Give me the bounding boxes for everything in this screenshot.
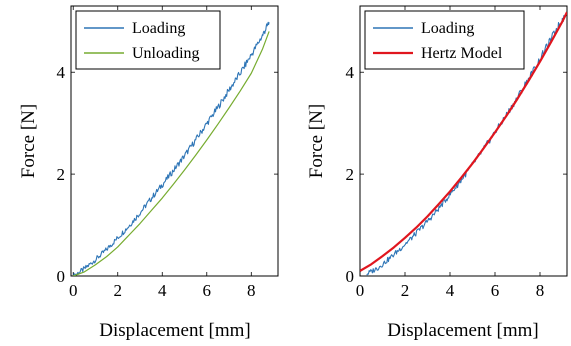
series-group <box>360 11 567 276</box>
y-tick-label: 0 <box>346 267 355 286</box>
legend: Loading Unloading <box>75 10 221 70</box>
plot-area-frame <box>70 5 279 277</box>
x-tick-label: 0 <box>356 281 365 300</box>
y-tick-label: 2 <box>57 165 66 184</box>
series-line-loading <box>73 21 270 276</box>
legend: Loading Hertz Model <box>364 10 525 70</box>
legend-box <box>75 10 221 70</box>
legend-label: Loading <box>421 20 474 37</box>
x-tick-label: 4 <box>446 281 455 300</box>
y-axis-label: Force [N] <box>306 104 327 178</box>
x-tick-label: 8 <box>536 281 545 300</box>
legend-label: Hertz Model <box>421 45 503 62</box>
y-tick-label: 0 <box>57 267 66 286</box>
y-axis-label: Force [N] <box>18 104 39 178</box>
plot-area-frame <box>359 5 568 277</box>
x-axis-label: Displacement [mm] <box>387 320 538 341</box>
x-axis-label: Displacement [mm] <box>99 320 250 341</box>
y-tick-label: 4 <box>346 63 355 82</box>
legend-box <box>364 10 525 70</box>
x-tick-label: 8 <box>247 281 256 300</box>
x-tick-label: 0 <box>69 281 78 300</box>
legend-label: Unloading <box>132 45 200 62</box>
x-tick-label: 4 <box>158 281 167 300</box>
x-tick-label: 6 <box>491 281 500 300</box>
left-panel: 0 2 4 6 8 0 2 4 Displacement [mm] Force [N] Loadin… <box>18 5 279 341</box>
x-tick-label: 2 <box>401 281 410 300</box>
series-line-unloading <box>73 31 270 276</box>
series-group <box>73 21 270 276</box>
y-tick-label: 4 <box>57 63 66 82</box>
x-tick-label: 6 <box>203 281 212 300</box>
x-tick-label: 2 <box>113 281 122 300</box>
series-line-hertz-model <box>360 11 567 272</box>
right-panel: 0 2 4 6 8 0 2 4 Displacement [mm] Force [N] Loadin… <box>306 5 568 341</box>
y-tick-label: 2 <box>346 165 355 184</box>
legend-label: Loading <box>132 20 185 37</box>
